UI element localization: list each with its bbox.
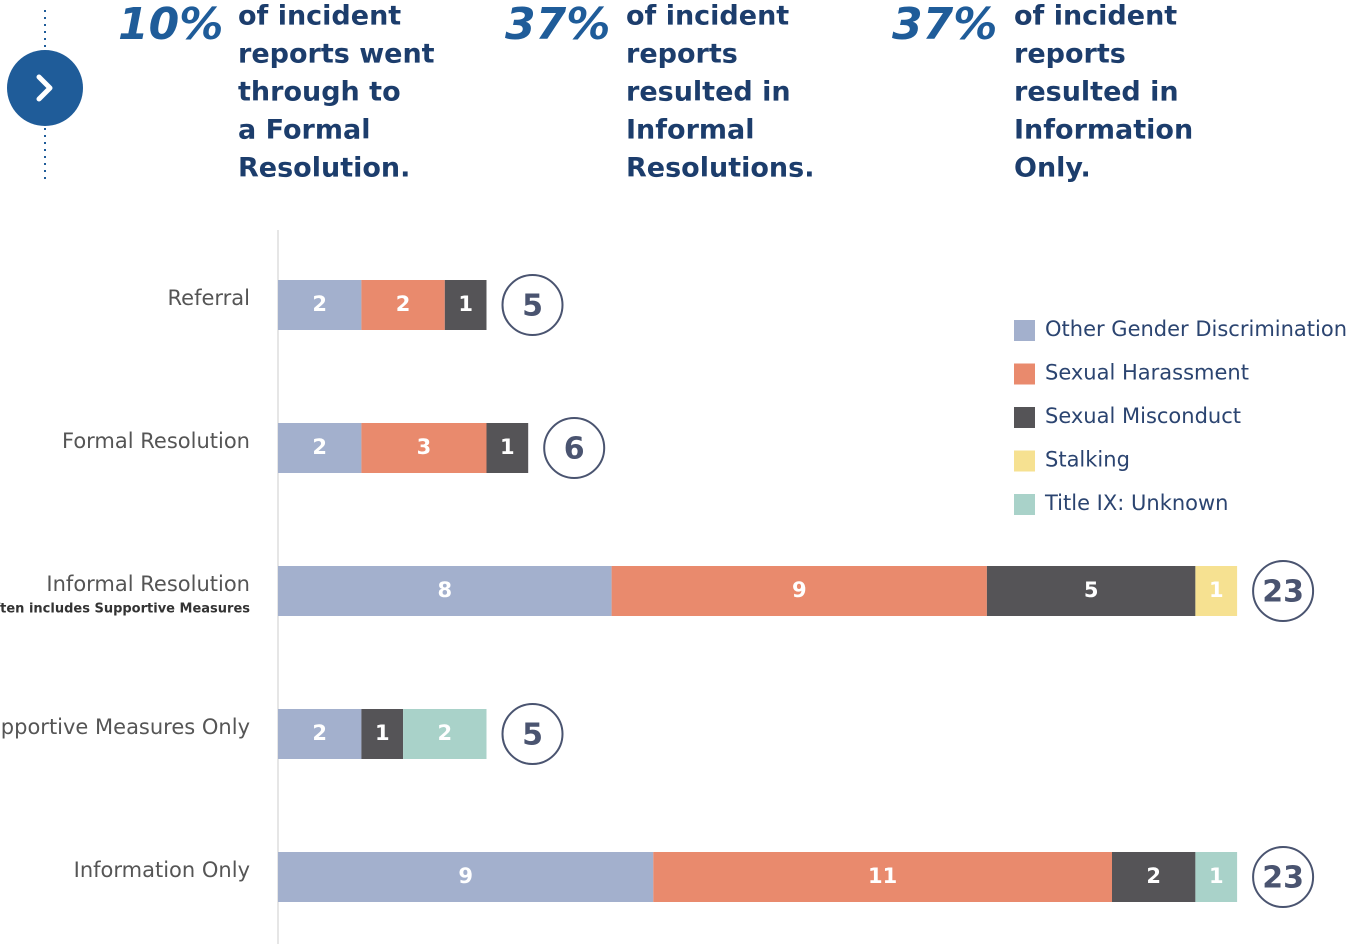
stat-text: Informal — [626, 115, 755, 146]
legend-label: Other Gender Discrimination — [1045, 317, 1346, 341]
legend-swatch — [1014, 450, 1035, 472]
stat-percent: 37% — [505, 0, 610, 50]
legend-swatch — [1014, 320, 1035, 341]
bar-segment — [486, 423, 529, 473]
stat-percent: 10% — [118, 0, 223, 50]
stat-text: of incident — [238, 1, 401, 32]
total-label: 5 — [522, 718, 543, 753]
bar-segment — [611, 566, 987, 616]
segment-label: 8 — [437, 578, 452, 602]
stat-text: reports — [1014, 39, 1126, 70]
bar-segment — [361, 280, 445, 330]
bar-segment — [1112, 852, 1196, 902]
segment-label: 9 — [792, 578, 807, 602]
segment-label: 3 — [417, 435, 432, 459]
segment-label: 1 — [1209, 578, 1224, 602]
segment-label: 2 — [312, 292, 327, 316]
stat-text: Information — [1014, 115, 1193, 146]
legend-label: Sexual Misconduct — [1045, 404, 1241, 428]
segment-label: 2 — [312, 435, 327, 459]
bar-segment — [1195, 852, 1238, 902]
stat-text: resulted in — [626, 77, 791, 108]
total-circle — [501, 274, 564, 336]
total-label: 23 — [1262, 575, 1304, 610]
total-label: 23 — [1262, 861, 1304, 896]
bar-segment — [653, 852, 1112, 902]
bar-segment — [278, 709, 362, 759]
stat-percent: 37% — [892, 0, 997, 50]
stat-text: Resolution. — [238, 153, 410, 184]
legend-label: Title IX: Unknown — [1044, 491, 1229, 515]
segment-label: 2 — [437, 721, 452, 745]
segment-label: 5 — [1084, 578, 1099, 602]
legend-swatch — [1014, 363, 1035, 385]
stat-text: of incident — [1014, 1, 1177, 32]
total-circle — [1252, 846, 1315, 908]
legend-label: Sexual Harassment — [1045, 361, 1249, 385]
legend-swatch — [1014, 407, 1035, 428]
bar-segment — [361, 709, 404, 759]
bar-segment — [444, 280, 487, 330]
bar-segment — [278, 280, 362, 330]
chevron-icon — [36, 74, 53, 102]
bar-segment — [986, 566, 1196, 616]
segment-label: 1 — [500, 435, 515, 459]
segment-label: 1 — [1209, 864, 1224, 888]
category-label: Formal Resolution — [62, 429, 250, 453]
total-circle — [1252, 560, 1315, 622]
bar-segment — [1195, 566, 1238, 616]
stat-text: Only. — [1014, 153, 1091, 184]
bar-segment — [278, 423, 362, 473]
legend-label: Stalking — [1045, 448, 1130, 472]
segment-label: 1 — [458, 292, 473, 316]
total-label: 6 — [564, 432, 585, 467]
stat-text: a Formal — [238, 115, 370, 146]
segment-label: 9 — [458, 864, 473, 888]
bar-segment — [361, 423, 487, 473]
segment-label: 2 — [1146, 864, 1161, 888]
total-label: 5 — [522, 289, 543, 324]
stat-text: Resolutions. — [626, 153, 814, 184]
stat-text: through to — [238, 77, 401, 108]
legend-swatch — [1014, 494, 1035, 515]
stat-text: of incident — [626, 1, 789, 32]
category-label: Referral — [168, 286, 250, 310]
total-circle — [501, 703, 564, 765]
category-label: Informal Resolution — [46, 572, 250, 596]
stat-text: resulted in — [1014, 77, 1179, 108]
category-note: Often includes Supportive Measures — [0, 602, 250, 617]
total-circle — [543, 417, 606, 479]
category-label: Information Only — [74, 858, 250, 882]
segment-label: 2 — [396, 292, 411, 316]
stat-text: reports went — [238, 39, 435, 70]
segment-label: 11 — [868, 864, 897, 888]
bar-segment — [278, 566, 612, 616]
next-button[interactable] — [7, 50, 83, 126]
category-label: Supportive Measures Only — [0, 715, 250, 739]
bar-segment — [278, 852, 654, 902]
bar-segment — [403, 709, 487, 759]
segment-label: 1 — [375, 721, 390, 745]
segment-label: 2 — [312, 721, 327, 745]
stat-text: reports — [626, 39, 738, 70]
